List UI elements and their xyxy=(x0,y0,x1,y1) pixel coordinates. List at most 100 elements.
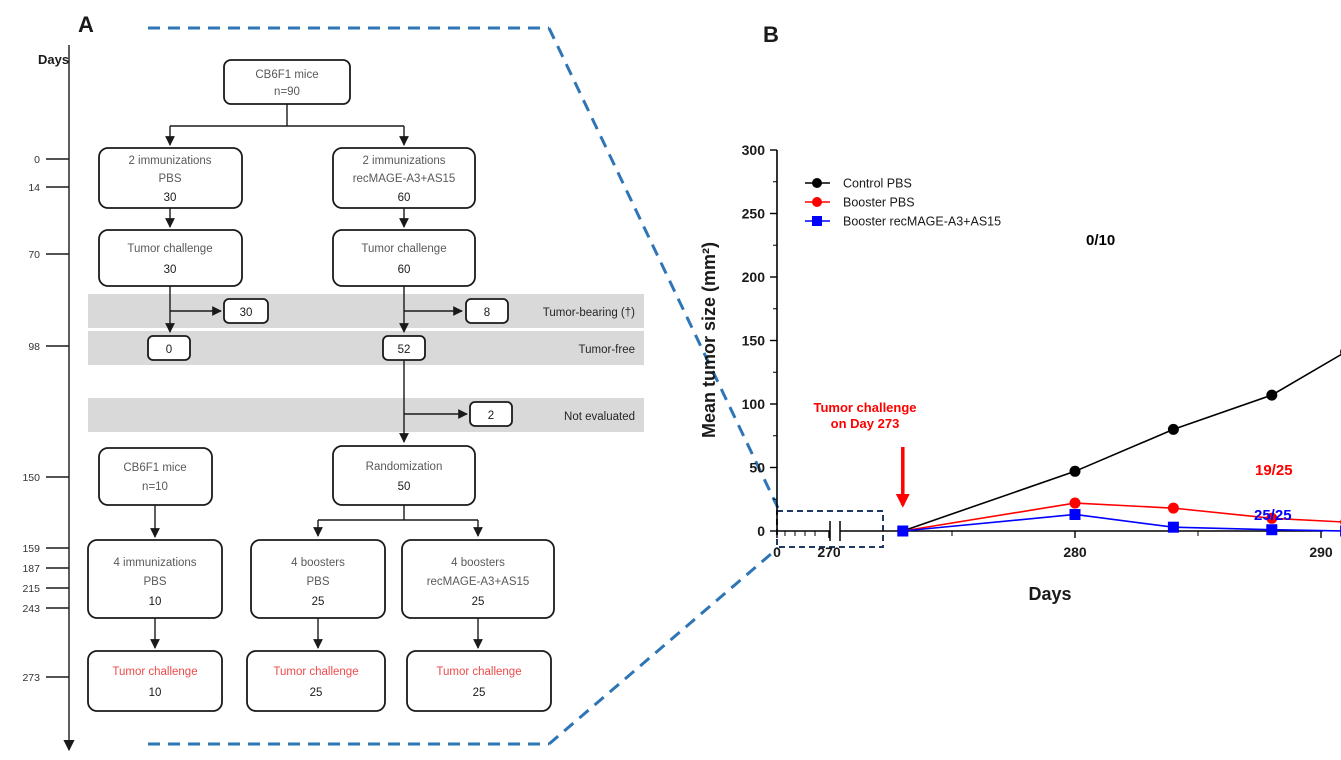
data-point xyxy=(1069,508,1081,520)
svg-text:n=90: n=90 xyxy=(274,86,300,98)
box-cb6f1-mice-10: CB6F1 mice n=10 xyxy=(98,447,213,506)
day-tick-label: 70 xyxy=(28,249,40,261)
svg-text:4 boosters: 4 boosters xyxy=(451,557,505,569)
annotation-line-2: on Day 273 xyxy=(831,416,900,431)
x-axis-title: Days xyxy=(1028,584,1071,604)
svg-text:2: 2 xyxy=(488,410,494,422)
svg-text:2 immunizations: 2 immunizations xyxy=(128,155,211,167)
data-point xyxy=(1069,497,1081,509)
box-tumor-challenge-mage: Tumor challenge 60 xyxy=(332,229,476,287)
day-tick-label: 187 xyxy=(22,563,40,575)
svg-text:30: 30 xyxy=(164,192,177,204)
svg-text:Randomization: Randomization xyxy=(366,461,443,473)
flow-connectors xyxy=(150,104,483,649)
svg-text:recMAGE-A3+AS15: recMAGE-A3+AS15 xyxy=(353,173,456,185)
svg-text:Tumor challenge: Tumor challenge xyxy=(436,666,521,678)
svg-text:30: 30 xyxy=(164,264,177,276)
box-final-challenge-1: Tumor challenge 10 xyxy=(87,650,223,712)
svg-text:25: 25 xyxy=(473,687,486,699)
panel-b-label: B xyxy=(763,22,779,47)
day-tick-label: 0 xyxy=(34,154,40,166)
axis-break-gap xyxy=(830,520,840,542)
box-not-evaluated: 2 xyxy=(469,401,513,427)
svg-text:52: 52 xyxy=(398,344,411,356)
x-tick-label: 270 xyxy=(817,544,841,560)
y-tick-label: 150 xyxy=(742,333,766,349)
box-cb6f1-mice-90: CB6F1 mice n=90 xyxy=(223,59,351,105)
svg-text:n=10: n=10 xyxy=(142,481,168,493)
data-point xyxy=(897,525,909,537)
y-tick-label: 0 xyxy=(757,523,765,539)
days-axis-label: Days xyxy=(38,52,69,67)
svg-text:25: 25 xyxy=(310,687,323,699)
svg-text:25: 25 xyxy=(312,596,325,608)
band-not-evaluated xyxy=(88,398,644,432)
box-bearing-pbs: 30 xyxy=(223,298,269,324)
svg-text:recMAGE-A3+AS15: recMAGE-A3+AS15 xyxy=(427,576,530,588)
box-4-immunizations-pbs: 4 immunizations PBS 10 xyxy=(87,539,223,619)
box-2-immunizations-pbs: 2 immunizations PBS 30 xyxy=(98,147,243,209)
svg-text:30: 30 xyxy=(240,307,253,319)
day-tick-label: 273 xyxy=(22,672,40,684)
data-point xyxy=(1266,524,1278,536)
legend-label: Control PBS xyxy=(843,177,912,191)
box-randomization: Randomization 50 xyxy=(332,445,476,506)
svg-text:PBS: PBS xyxy=(143,576,166,588)
y-tick-label: 50 xyxy=(749,460,765,476)
x-tick-label: 280 xyxy=(1063,544,1087,560)
legend-label: Booster PBS xyxy=(843,196,915,210)
legend-marker xyxy=(812,178,822,188)
svg-text:CB6F1 mice: CB6F1 mice xyxy=(123,462,186,474)
box-free-pbs: 0 xyxy=(147,335,191,361)
svg-text:8: 8 xyxy=(484,307,490,319)
y-tick-label: 250 xyxy=(742,206,766,222)
svg-text:2 immunizations: 2 immunizations xyxy=(362,155,445,167)
box-free-mage: 52 xyxy=(382,335,426,361)
day-tick-label: 98 xyxy=(28,341,40,353)
chart-series: 0/10 19/25 25/25 xyxy=(897,232,1341,537)
day-tick-label: 159 xyxy=(22,543,40,555)
challenge-annotation: Tumor challenge on Day 273 xyxy=(813,400,917,508)
legend-label: Booster recMAGE-A3+AS15 xyxy=(843,215,1001,229)
y-tick-label: 300 xyxy=(742,142,766,158)
svg-text:25: 25 xyxy=(472,596,485,608)
zoom-connectors xyxy=(148,26,884,746)
panel-b: B 05010015020025030002702802903003103203… xyxy=(699,22,1341,604)
y-tick-label: 100 xyxy=(742,396,766,412)
series-line xyxy=(902,513,1341,532)
x-tick-label: 290 xyxy=(1309,544,1333,560)
data-point xyxy=(1167,502,1179,514)
band-label-tumor-bearing: Tumor-bearing (†) xyxy=(543,307,635,319)
series-end-label: 19/25 xyxy=(1255,462,1293,479)
svg-text:60: 60 xyxy=(398,264,411,276)
day-ticks: 0 14 70 98 150 159 187 215 243 273 xyxy=(22,154,69,684)
annotation-line-1: Tumor challenge xyxy=(813,400,916,415)
svg-text:Tumor challenge: Tumor challenge xyxy=(112,666,197,678)
svg-text:PBS: PBS xyxy=(158,173,181,185)
legend-marker xyxy=(812,216,822,226)
day-tick-label: 14 xyxy=(28,182,40,194)
day-tick-label: 243 xyxy=(22,603,40,615)
day-tick-label: 215 xyxy=(22,583,40,595)
tumor-size-chart: 0501001502002503000270280290300310320330… xyxy=(742,142,1341,560)
zoom-line-bottom-diagonal xyxy=(548,546,779,746)
box-tumor-challenge-pbs: Tumor challenge 30 xyxy=(98,229,243,287)
svg-text:Tumor challenge: Tumor challenge xyxy=(127,243,212,255)
box-bearing-mage: 8 xyxy=(465,298,509,324)
svg-text:CB6F1 mice: CB6F1 mice xyxy=(255,69,318,81)
panel-a: A Days 0 14 70 98 150 159 187 215 243 27… xyxy=(22,12,644,752)
box-4-boosters-mage: 4 boosters recMAGE-A3+AS15 25 xyxy=(401,539,555,619)
x-tick-label: 0 xyxy=(773,544,781,560)
svg-text:60: 60 xyxy=(398,192,411,204)
box-2-immunizations-mage: 2 immunizations recMAGE-A3+AS15 60 xyxy=(332,147,476,209)
series-end-label: 25/25 xyxy=(1254,507,1292,524)
box-4-boosters-pbs: 4 boosters PBS 25 xyxy=(250,539,386,619)
day-tick-label: 150 xyxy=(22,472,40,484)
zoom-line-top-diagonal xyxy=(547,27,780,509)
box-final-challenge-2: Tumor challenge 25 xyxy=(246,650,386,712)
box-final-challenge-3: Tumor challenge 25 xyxy=(406,650,552,712)
svg-text:4 immunizations: 4 immunizations xyxy=(113,557,196,569)
data-point xyxy=(1266,512,1278,524)
panel-a-label: A xyxy=(78,12,94,37)
